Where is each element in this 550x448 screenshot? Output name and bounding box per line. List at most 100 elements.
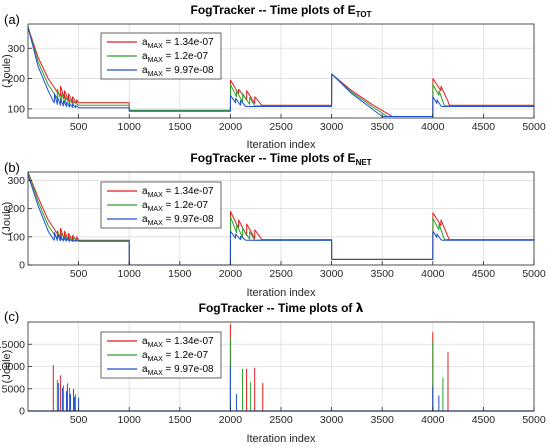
legend-prefix: a <box>142 364 148 375</box>
y-tick-label: 100 <box>7 103 25 115</box>
y-axis-label: (Joule) <box>1 54 13 88</box>
x-tick-label: 5000 <box>522 121 546 133</box>
x-tick-label: 3500 <box>371 414 395 426</box>
legend-subscript: MAX <box>148 57 164 64</box>
panel-label: (a) <box>4 12 20 27</box>
chart-title: FogTracker -- Time plots of ETOT <box>191 3 372 19</box>
legend-subscript: MAX <box>148 206 164 213</box>
chart-panel-2: 500 1000 1500 2000 2500 3000 3500 4000 4500 5000 0… <box>1 151 546 299</box>
title-main: FogTracker -- Time plots of E <box>190 151 355 165</box>
legend-entry-label: aMAX = 1.34e-07 <box>142 37 214 50</box>
legend-prefix: a <box>142 51 148 62</box>
legend-value: = 1.2e-07 <box>163 51 209 62</box>
x-axis-label: Iteration index <box>246 139 316 151</box>
title-main: FogTracker -- Time plots of E <box>191 3 356 17</box>
x-tick-label: 500 <box>70 268 88 280</box>
y-tick-label: 0 <box>19 260 25 272</box>
x-tick-label: 2500 <box>269 414 293 426</box>
chart-title: FogTracker -- Time plots of λ <box>199 301 364 315</box>
x-tick-label: 4000 <box>421 121 445 133</box>
x-tick-label: 2000 <box>219 414 243 426</box>
y-tick-label: 200 <box>7 73 25 85</box>
legend-entry-label: aMAX = 9.97e-08 <box>142 364 214 377</box>
legend-value: = 1.2e-07 <box>163 350 209 361</box>
x-tick-label: 1500 <box>168 414 192 426</box>
x-tick-label: 1500 <box>168 268 192 280</box>
legend-subscript: MAX <box>148 342 164 349</box>
x-tick-label: 1000 <box>118 268 142 280</box>
title-subscript: TOT <box>356 10 372 19</box>
x-tick-label: 5000 <box>522 268 546 280</box>
x-tick-label: 4500 <box>472 268 496 280</box>
x-tick-label: 5000 <box>522 414 546 426</box>
x-axis-label: Iteration index <box>246 287 316 299</box>
x-tick-label: 2000 <box>219 121 243 133</box>
legend-subscript: MAX <box>148 71 164 78</box>
legend-entry-label: aMAX = 9.97e-08 <box>142 214 214 227</box>
x-tick-label: 3000 <box>320 414 344 426</box>
title-main: FogTracker -- Time plots of <box>199 301 356 315</box>
x-tick-label: 3000 <box>320 121 344 133</box>
x-tick-label: 500 <box>70 121 88 133</box>
x-tick-label: 4500 <box>472 121 496 133</box>
panel-label: (b) <box>4 160 20 175</box>
x-tick-label: 3500 <box>371 121 395 133</box>
legend-subscript: MAX <box>148 370 164 377</box>
series-line-3 <box>27 174 534 266</box>
title-subscript: NET <box>356 158 372 167</box>
legend-prefix: a <box>142 186 148 197</box>
legend-prefix: a <box>142 214 148 225</box>
legend-entry-label: aMAX = 1.2e-07 <box>142 350 208 363</box>
legend-subscript: MAX <box>148 43 164 50</box>
chart-title: FogTracker -- Time plots of ENET <box>190 151 371 167</box>
y-tick-label: 200 <box>7 203 25 215</box>
series-spikes-3 <box>57 366 440 411</box>
title-symbol: λ <box>356 301 364 315</box>
y-tick-label: 10000 <box>0 361 25 373</box>
legend-entry-label: aMAX = 1.2e-07 <box>142 51 208 64</box>
x-tick-label: 4500 <box>472 414 496 426</box>
legend-value: = 1.34e-07 <box>163 336 214 347</box>
legend-prefix: a <box>142 65 148 76</box>
legend-entry-label: aMAX = 1.34e-07 <box>142 186 214 199</box>
legend-entry-label: aMAX = 9.97e-08 <box>142 65 214 78</box>
x-tick-label: 1000 <box>118 121 142 133</box>
legend-prefix: a <box>142 200 148 211</box>
legend-value: = 1.2e-07 <box>163 200 209 211</box>
legend-value: = 1.34e-07 <box>163 186 214 197</box>
y-tick-label: 15000 <box>0 339 25 351</box>
x-tick-label: 4000 <box>421 268 445 280</box>
x-tick-label: 500 <box>70 414 88 426</box>
y-tick-label: 300 <box>7 43 25 55</box>
legend-value: = 9.97e-08 <box>163 364 214 375</box>
legend-value: = 9.97e-08 <box>163 214 214 225</box>
y-axis-label: (Joule) <box>1 350 13 384</box>
x-tick-label: 2500 <box>269 121 293 133</box>
panel-label: (c) <box>4 309 19 324</box>
legend-entry-label: aMAX = 1.34e-07 <box>142 336 214 349</box>
legend-prefix: a <box>142 350 148 361</box>
y-tick-label: 100 <box>7 231 25 243</box>
legend-subscript: MAX <box>148 356 164 363</box>
x-tick-label: 4000 <box>421 414 445 426</box>
chart-panel-3: 500 1000 1500 2000 2500 3000 3500 4000 4500 5000 0… <box>0 301 546 445</box>
x-tick-label: 1000 <box>118 414 142 426</box>
x-tick-label: 1500 <box>168 121 192 133</box>
x-tick-label: 3000 <box>320 268 344 280</box>
legend-prefix: a <box>142 336 148 347</box>
legend-subscript: MAX <box>148 220 164 227</box>
y-axis-label: (Joule) <box>1 202 13 236</box>
legend-value: = 1.34e-07 <box>163 37 214 48</box>
legend-prefix: a <box>142 37 148 48</box>
x-axis-label: Iteration index <box>246 433 316 445</box>
x-tick-label: 2000 <box>219 268 243 280</box>
legend-value: = 9.97e-08 <box>163 65 214 76</box>
legend-subscript: MAX <box>148 192 164 199</box>
y-tick-label: 300 <box>7 175 25 187</box>
legend-entry-label: aMAX = 1.2e-07 <box>142 200 208 213</box>
x-tick-label: 2500 <box>269 268 293 280</box>
